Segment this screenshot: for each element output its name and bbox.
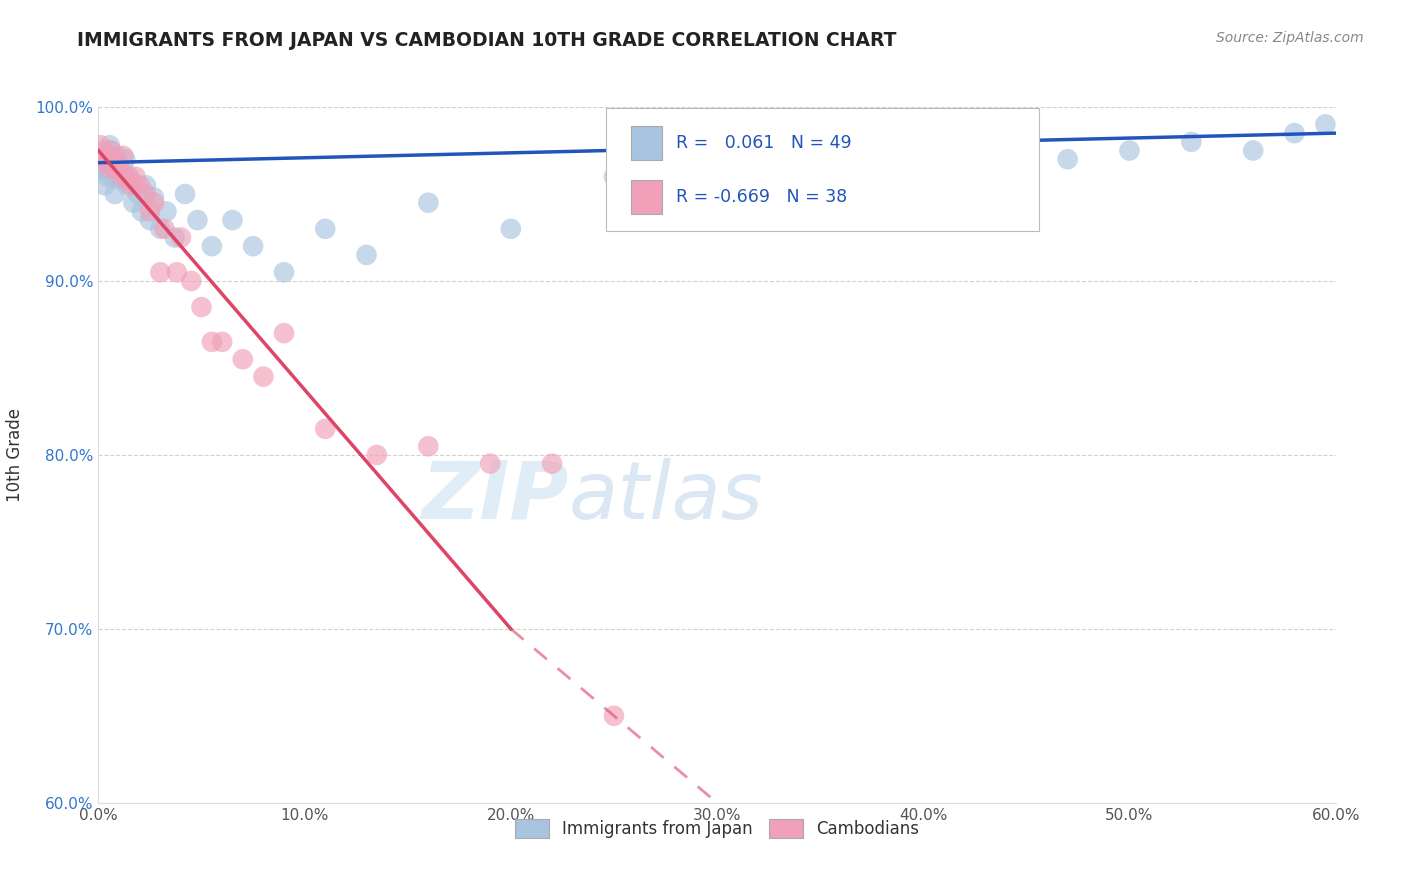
Point — [314, 422, 336, 436]
Point — [1180, 135, 1202, 149]
Point — [994, 144, 1017, 158]
Point — [97, 161, 120, 175]
Point — [747, 178, 769, 193]
Point — [273, 326, 295, 340]
Point — [163, 230, 186, 244]
Point — [603, 708, 626, 723]
Point — [221, 213, 243, 227]
Point — [366, 448, 388, 462]
Point — [1056, 153, 1078, 167]
Point — [131, 204, 153, 219]
Point — [112, 149, 135, 163]
Point — [186, 213, 208, 227]
Point — [201, 239, 224, 253]
Point — [912, 153, 935, 167]
Point — [1241, 144, 1264, 158]
Point — [135, 186, 157, 201]
Point — [101, 153, 124, 167]
Point — [314, 221, 336, 235]
Point — [603, 169, 626, 184]
Text: Source: ZipAtlas.com: Source: ZipAtlas.com — [1216, 31, 1364, 45]
Point — [499, 221, 522, 235]
Y-axis label: 10th Grade: 10th Grade — [7, 408, 24, 502]
Text: R =   0.061   N = 49: R = 0.061 N = 49 — [676, 135, 852, 153]
Point — [97, 155, 120, 169]
Point — [356, 248, 378, 262]
Point — [180, 274, 202, 288]
Point — [117, 178, 139, 193]
Point — [418, 439, 440, 453]
Point — [128, 178, 150, 193]
Point — [105, 149, 128, 163]
Point — [252, 369, 274, 384]
Point — [110, 173, 132, 187]
Point — [117, 169, 139, 184]
Point — [1118, 144, 1140, 158]
Point — [89, 138, 111, 153]
Point — [118, 169, 141, 184]
Point — [242, 239, 264, 253]
Point — [100, 144, 122, 158]
Point — [1315, 118, 1337, 132]
Point — [105, 155, 128, 169]
Point — [232, 352, 254, 367]
Point — [155, 204, 177, 219]
Point — [91, 161, 114, 175]
Point — [104, 161, 127, 175]
Point — [100, 144, 122, 158]
Point — [94, 149, 117, 163]
Legend: Immigrants from Japan, Cambodians: Immigrants from Japan, Cambodians — [508, 811, 927, 847]
Point — [114, 153, 136, 167]
Point — [101, 161, 124, 175]
Text: R = -0.669   N = 38: R = -0.669 N = 38 — [676, 187, 848, 205]
Point — [93, 161, 115, 175]
Point — [101, 169, 124, 184]
Point — [110, 169, 132, 184]
Point — [479, 457, 502, 471]
Text: IMMIGRANTS FROM JAPAN VS CAMBODIAN 10TH GRADE CORRELATION CHART: IMMIGRANTS FROM JAPAN VS CAMBODIAN 10TH … — [77, 31, 897, 50]
Point — [273, 265, 295, 279]
Point — [541, 457, 564, 471]
Point — [120, 178, 142, 193]
Point — [90, 153, 112, 167]
Point — [211, 334, 233, 349]
Point — [112, 161, 135, 175]
Point — [104, 186, 127, 201]
Point — [118, 173, 141, 187]
Point — [96, 149, 118, 163]
Point — [97, 155, 120, 169]
Point — [122, 195, 145, 210]
Text: ZIP: ZIP — [422, 458, 568, 536]
Point — [190, 300, 212, 314]
Point — [108, 164, 131, 178]
Point — [170, 230, 193, 244]
Point — [153, 221, 176, 235]
Point — [166, 265, 188, 279]
Point — [127, 186, 149, 201]
Point — [143, 195, 166, 210]
Point — [96, 153, 118, 167]
Text: atlas: atlas — [568, 458, 763, 536]
Point — [418, 195, 440, 210]
Point — [149, 221, 172, 235]
Point — [93, 178, 115, 193]
Point — [201, 334, 224, 349]
Point — [149, 265, 172, 279]
Point — [97, 169, 120, 184]
Point — [1284, 126, 1306, 140]
Point — [174, 186, 197, 201]
Point — [135, 178, 157, 193]
Point — [139, 204, 162, 219]
Point — [124, 169, 146, 184]
Point — [108, 161, 131, 175]
Point — [93, 153, 115, 167]
Point — [91, 144, 114, 158]
Point — [98, 138, 121, 153]
Point — [139, 213, 162, 227]
Point — [143, 190, 166, 204]
